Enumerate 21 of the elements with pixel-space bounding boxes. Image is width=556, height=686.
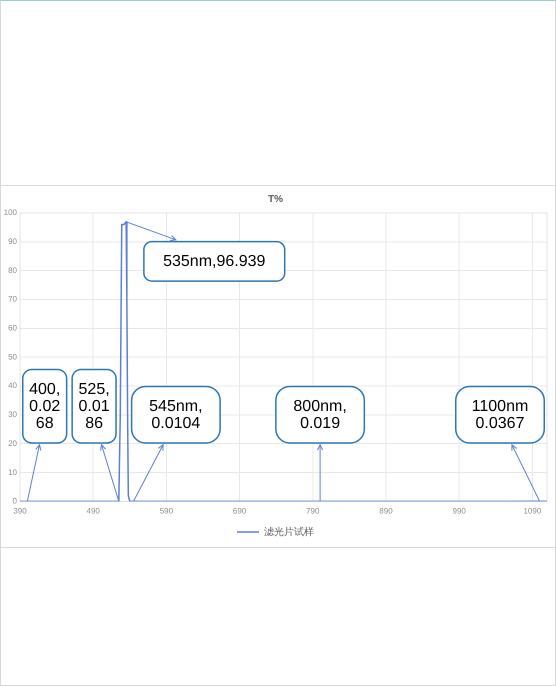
legend-label: 滤光片试样 [264, 526, 314, 538]
y-tick-label: 40 [8, 381, 18, 390]
x-tick-label: 490 [86, 506, 100, 516]
y-tick-label: 90 [8, 237, 18, 246]
y-tick-label: 10 [8, 468, 18, 477]
x-tick-label: 890 [379, 506, 394, 516]
y-tick-label: 60 [8, 324, 18, 333]
x-tick-label: 390 [13, 506, 28, 516]
y-tick-label: 70 [8, 294, 18, 304]
y-tick-label: 100 [4, 208, 18, 218]
y-tick-label: 20 [8, 438, 18, 448]
x-tick-label: 590 [160, 506, 174, 516]
y-tick-label: 30 [8, 410, 18, 420]
x-tick-label: 1090 [523, 506, 542, 516]
x-tick-label: 990 [452, 506, 466, 516]
chart-title: T% [268, 194, 284, 205]
y-tick-label: 0 [12, 496, 18, 506]
y-tick-label: 50 [8, 352, 18, 362]
x-tick-label: 790 [306, 506, 320, 516]
y-tick-label: 80 [8, 266, 18, 275]
x-tick-label: 690 [232, 506, 247, 516]
